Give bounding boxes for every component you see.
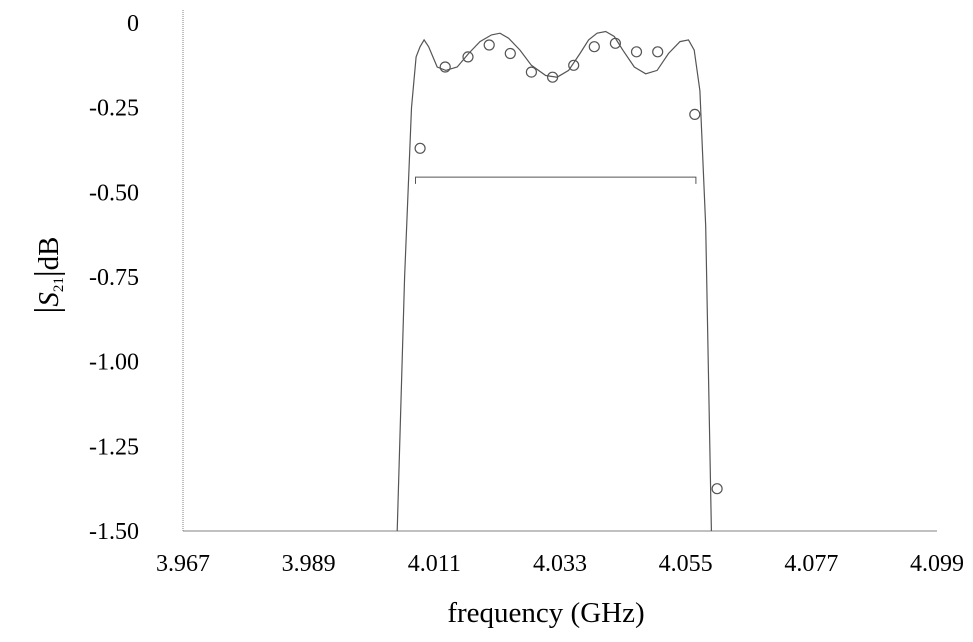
x-tick-label: 3.989 (282, 551, 336, 577)
plot-marks (396, 30, 723, 532)
measured-data-point (568, 59, 580, 71)
axes (182, 10, 937, 532)
y-axis-title-symbol: S (33, 292, 65, 307)
y-tick-label: 0 (127, 11, 139, 37)
x-tick-label: 3.967 (156, 551, 210, 577)
x-tick-label: 4.011 (408, 551, 461, 577)
svg-text:|S21|dB: |S21|dB (29, 237, 67, 314)
tick-labels: 3.967 3.989 4.011 4.033 4.055 4.077 4.099 0 -0.2… (89, 11, 964, 577)
y-axis-title-unit: dB (33, 237, 65, 271)
measured-data-point (462, 51, 474, 63)
y-tick-label: -0.75 (89, 265, 139, 291)
measured-data-point (546, 71, 559, 83)
y-axis-title-bar-left: | (29, 307, 66, 314)
measured-data-point (439, 61, 451, 73)
y-axis-title-subscript: 21 (51, 277, 67, 292)
measured-data-point (483, 39, 495, 51)
y-tick-label: -1.00 (89, 350, 139, 376)
x-tick-label: 4.033 (533, 551, 587, 577)
y-tick-label: -1.25 (89, 434, 139, 460)
x-tick-label: 4.099 (910, 551, 964, 577)
measured-data-point (711, 483, 723, 495)
y-tick-label: -0.50 (89, 180, 139, 206)
measured-data-point (525, 66, 538, 78)
measured-data-point (652, 46, 664, 58)
measured-data-point (609, 37, 622, 49)
measured-data-point (504, 47, 516, 60)
y-axis-title: |S21|dB (29, 237, 67, 314)
x-axis-title: frequency (GHz) (447, 597, 644, 629)
measured-data-point (414, 142, 426, 154)
y-tick-label: -1.50 (89, 519, 139, 545)
measured-data-point (630, 46, 643, 58)
x-tick-label: 4.077 (784, 551, 838, 577)
y-tick-label: -0.25 (89, 96, 139, 122)
y-axis-title-bar-right: | (29, 270, 66, 277)
passband-bracket (415, 176, 697, 184)
x-tick-label: 4.055 (659, 551, 713, 577)
measured-data-point (588, 41, 600, 53)
simulated-response-line (396, 30, 712, 532)
measured-data-point (689, 108, 701, 121)
